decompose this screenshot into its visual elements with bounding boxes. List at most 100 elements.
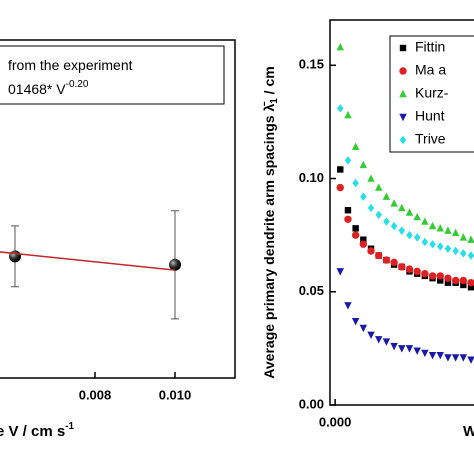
marker: [344, 156, 352, 165]
marker: [428, 221, 437, 230]
x-tick-label: 0.010: [159, 387, 192, 402]
legend-label: Ma a: [415, 62, 446, 78]
legend-label: 01468* V-0.20: [8, 79, 89, 97]
marker: [467, 235, 474, 243]
marker: [169, 258, 181, 271]
legend-marker: [399, 89, 407, 98]
legend-label-sup: -0.20: [66, 79, 89, 90]
marker: [421, 349, 429, 358]
marker: [405, 208, 414, 216]
marker: [382, 192, 391, 200]
marker: [390, 342, 398, 351]
marker: [375, 210, 382, 219]
marker: [459, 276, 468, 285]
legend-label: Kurz-: [415, 85, 449, 101]
x-tick-label: 0.008: [79, 387, 112, 402]
marker: [444, 274, 452, 282]
marker: [444, 244, 452, 253]
legend-label: Fittin: [415, 39, 445, 55]
marker: [467, 356, 474, 364]
marker: [337, 104, 344, 113]
marker: [436, 224, 444, 232]
legend-label-text: 01468* V: [8, 81, 66, 97]
marker: [413, 233, 421, 242]
legend-marker: [399, 135, 407, 145]
x-axis-label: e V / cm s-1: [0, 421, 75, 440]
x-tick-label: 0.000: [319, 414, 352, 429]
y-axis-label-text: Average primary dendrite arm spacings λ̄: [261, 101, 277, 379]
y-axis-label-end: / cm: [261, 66, 277, 98]
legend-label-text: from the experiment: [8, 57, 133, 73]
marker: [375, 251, 383, 260]
marker: [344, 302, 352, 310]
marker: [413, 267, 421, 276]
marker: [398, 203, 406, 212]
legend-box: [0, 45, 225, 105]
marker: [352, 225, 359, 232]
marker: [436, 272, 444, 280]
marker: [405, 265, 414, 273]
y-axis-label: Average primary dendrite arm spacings λ̄…: [261, 66, 280, 378]
marker: [398, 263, 406, 271]
marker: [467, 251, 474, 260]
marker: [452, 246, 459, 256]
marker: [336, 183, 344, 192]
marker: [444, 354, 452, 362]
marker: [352, 178, 359, 188]
marker: [460, 249, 467, 258]
marker: [390, 199, 398, 207]
marker: [367, 174, 375, 182]
marker: [9, 250, 21, 263]
y-tick-label: 0.05: [299, 283, 324, 298]
marker: [398, 345, 406, 353]
marker: [344, 110, 352, 119]
marker: [467, 284, 474, 291]
x-axis-label-text: W: [463, 423, 474, 440]
x-axis-label-sup: -1: [65, 421, 74, 432]
marker: [367, 331, 375, 339]
marker: [444, 279, 452, 286]
y-tick-label: 0.00: [299, 396, 324, 411]
legend-marker: [399, 113, 407, 122]
marker: [459, 354, 468, 362]
plot-frame: [329, 19, 474, 406]
marker: [337, 166, 344, 173]
marker: [359, 324, 368, 333]
legend-label: Trive: [415, 131, 446, 147]
marker: [351, 231, 360, 239]
x-axis-label: W: [463, 423, 474, 440]
fit-line: [0, 251, 176, 271]
marker: [421, 217, 429, 225]
marker: [382, 256, 391, 264]
x-axis-label-text: e V / cm s: [0, 423, 65, 440]
marker: [406, 230, 413, 240]
marker: [367, 203, 375, 213]
marker: [429, 240, 436, 249]
legend-label: from the experiment: [8, 57, 133, 73]
marker: [436, 351, 444, 360]
marker: [405, 345, 414, 353]
marker: [390, 258, 398, 267]
marker: [451, 354, 460, 362]
marker: [375, 183, 383, 191]
plot-frame: [0, 39, 236, 379]
y-tick-label: 0.15: [299, 57, 324, 72]
marker: [351, 142, 360, 151]
marker: [398, 226, 405, 235]
marker: [413, 347, 421, 355]
marker: [336, 268, 344, 276]
marker: [367, 247, 375, 255]
marker: [421, 269, 429, 278]
marker: [437, 242, 444, 251]
marker: [360, 236, 367, 243]
marker: [336, 42, 344, 51]
y-tick-label: 0.10: [299, 170, 324, 185]
marker: [428, 351, 437, 360]
marker: [344, 215, 352, 223]
marker: [390, 221, 398, 231]
marker: [444, 226, 452, 234]
marker: [359, 160, 368, 169]
legend-marker: [399, 44, 407, 52]
marker: [451, 276, 460, 285]
